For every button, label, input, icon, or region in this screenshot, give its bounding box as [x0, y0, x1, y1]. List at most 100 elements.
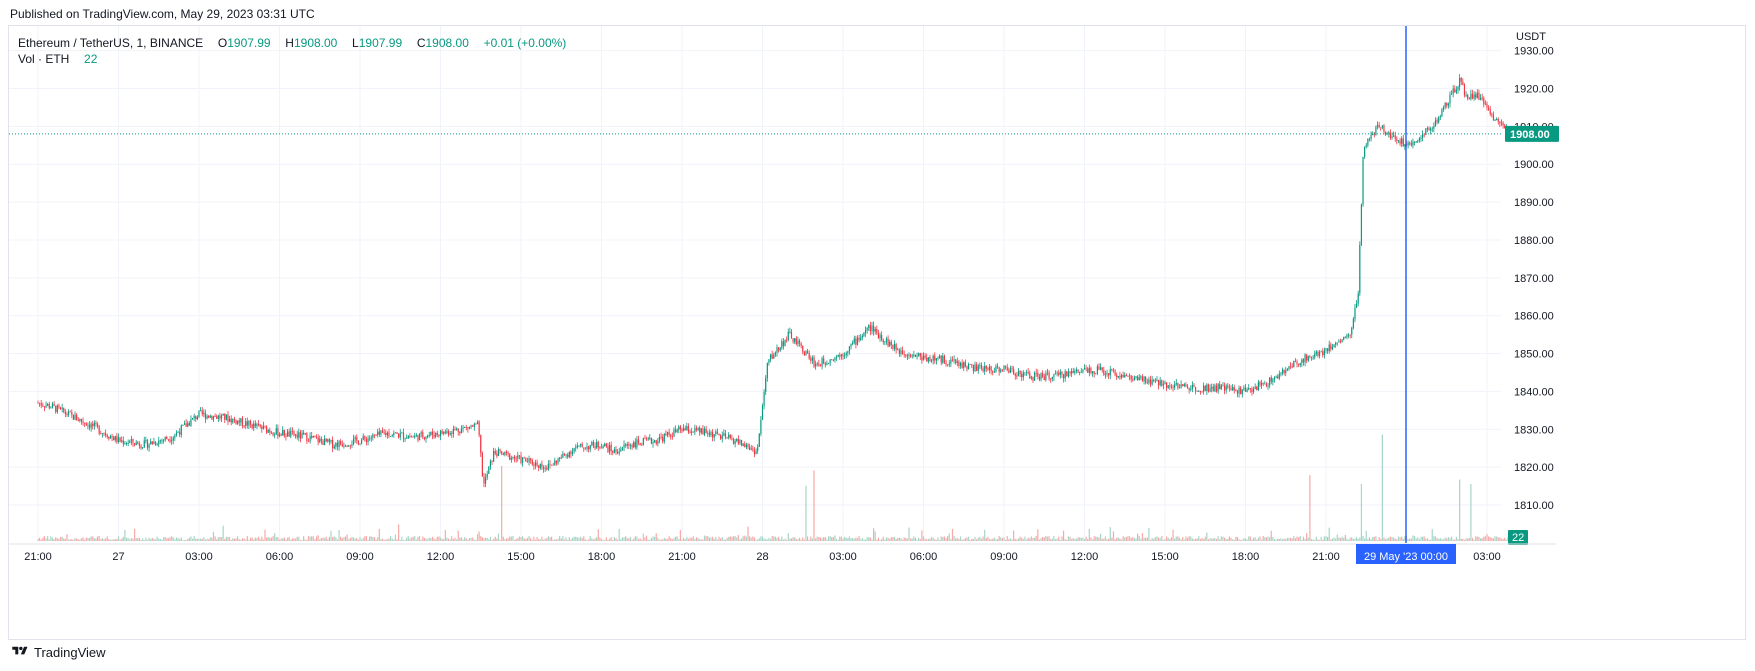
candle-body [520, 455, 522, 463]
candle-body [1343, 336, 1345, 340]
volume-bar [377, 537, 379, 541]
volume-bar [881, 539, 883, 541]
volume-bar [423, 537, 425, 541]
candle-body [154, 441, 157, 445]
volume-bar [604, 539, 606, 541]
candle-body [790, 331, 793, 339]
volume-bar [180, 537, 182, 541]
volume-bar [1428, 539, 1430, 541]
candle-body [134, 443, 136, 446]
candle-body [908, 354, 910, 356]
candle-body [172, 437, 174, 441]
candle-body [604, 443, 606, 447]
volume-bar [338, 530, 340, 541]
volume-bar [879, 539, 881, 541]
candle-body [808, 353, 810, 359]
legend-change: +0.01 (+0.00%) [483, 36, 567, 50]
candle-body [335, 442, 337, 447]
volume-bar [621, 537, 624, 541]
candle-body [483, 476, 485, 484]
candle-body [1372, 133, 1374, 135]
candle-body [1185, 384, 1187, 387]
volume-bar [1069, 536, 1071, 541]
volume-bar [1169, 538, 1171, 541]
candle-body [589, 445, 591, 450]
candle-body [1265, 383, 1268, 387]
candle-body [657, 440, 659, 444]
candle-body [528, 458, 530, 463]
volume-bar [1182, 537, 1184, 541]
volume-bar [752, 536, 754, 541]
candle-body [311, 436, 313, 438]
volume-bar [592, 539, 595, 541]
candle-body [932, 355, 934, 361]
candle-body [1504, 125, 1506, 129]
legend-open-value: 1907.99 [227, 36, 271, 50]
candle-body [977, 365, 979, 371]
volume-bar [819, 537, 822, 541]
volume-bar [1082, 537, 1084, 541]
volume-bar [1019, 536, 1021, 541]
candle-body [910, 354, 912, 357]
candle-body [151, 441, 153, 444]
volume-bar [182, 539, 184, 541]
candle-body [85, 423, 87, 426]
volume-bar [594, 538, 596, 541]
candle-body [1095, 373, 1097, 375]
volume-bar [742, 536, 744, 541]
volume-bar [1132, 536, 1134, 541]
volume-bar [1357, 539, 1359, 541]
candle-body [1233, 387, 1235, 391]
price-tick-label: 1880.00 [1514, 235, 1554, 247]
candle-body [926, 357, 928, 362]
chart-frame[interactable] [8, 25, 1746, 640]
volume-bar [617, 539, 619, 541]
candle-body [541, 463, 543, 468]
candle-body [1191, 384, 1193, 389]
candle-body [1008, 370, 1010, 373]
volume-bar [1479, 538, 1482, 541]
volume-bar [1223, 537, 1226, 541]
candle-body [1104, 373, 1107, 375]
volume-bar [1135, 538, 1137, 541]
candle-body [486, 473, 488, 478]
candle-body [984, 365, 986, 372]
candle-body [721, 435, 723, 439]
candle-body [555, 460, 558, 464]
volume-bar [43, 536, 46, 541]
candle-body [367, 438, 369, 443]
volume-bar [1048, 536, 1050, 541]
volume-bar [1497, 537, 1499, 541]
volume-bar [810, 536, 812, 541]
volume-bar [541, 536, 543, 541]
volume-bar [942, 536, 944, 541]
candle-body [1149, 379, 1152, 385]
volume-bar [797, 539, 799, 541]
candle-body [890, 341, 892, 345]
volume-bar [567, 539, 569, 541]
candle-body [298, 432, 300, 438]
volume-bar [639, 538, 641, 541]
volume-bar [335, 537, 337, 541]
candle-body [225, 414, 227, 420]
footer-brand[interactable]: TradingView [10, 645, 106, 660]
candle-body [1156, 379, 1158, 381]
candle-body [892, 344, 894, 349]
volume-bar [1442, 539, 1445, 541]
candle-body [903, 354, 905, 355]
candle-body [306, 433, 308, 442]
volume-bar [533, 536, 535, 541]
volume-bar [214, 536, 216, 541]
volume-bar [1418, 539, 1420, 541]
candle-body [1230, 388, 1232, 391]
volume-bar [1504, 537, 1506, 541]
candle-body [37, 402, 39, 404]
volume-bar [662, 539, 664, 541]
volume-bar [1420, 536, 1422, 541]
volume-bar [559, 536, 561, 541]
volume-bar [497, 533, 500, 541]
volume-bar [786, 539, 788, 541]
volume-bar [538, 539, 540, 541]
candle-body [365, 438, 368, 443]
